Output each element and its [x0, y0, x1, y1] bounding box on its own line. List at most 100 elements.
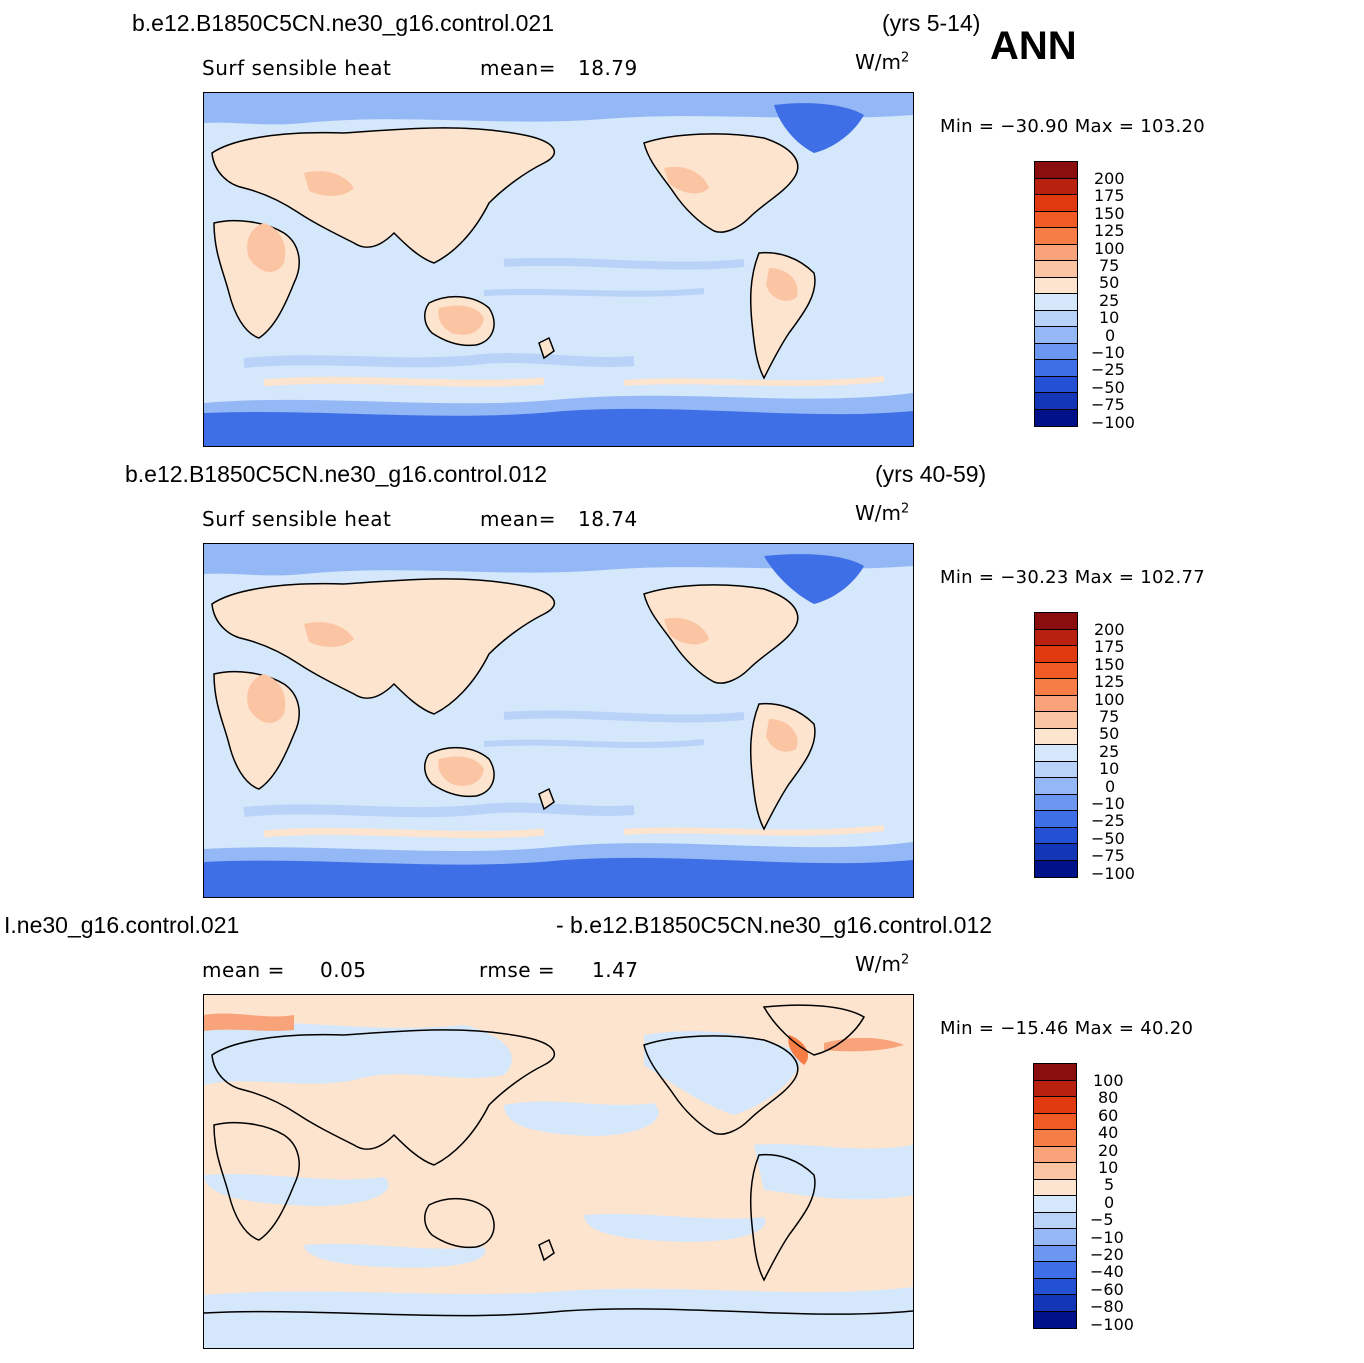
- difference-label: - b.e12.B1850C5CN.ne30_g16.control.012: [556, 912, 993, 938]
- colorbar-3: [1033, 1063, 1077, 1329]
- colorbar-swatch: [1034, 1229, 1076, 1246]
- colorbar-tick-label: −10: [1091, 794, 1125, 813]
- mean-value: 0.05: [320, 958, 367, 982]
- colorbar-swatch: [1035, 827, 1077, 844]
- colorbar-tick-label: −50: [1091, 377, 1125, 397]
- variable-label: Surf sensible heat: [202, 56, 392, 80]
- mean-label: mean=: [480, 507, 556, 531]
- colorbar-swatch: [1035, 178, 1077, 195]
- colorbar-swatch: [1035, 761, 1077, 778]
- colorbar-swatch: [1034, 1097, 1076, 1114]
- colorbar-swatch: [1034, 1245, 1076, 1262]
- colorbar-tick-label: 125: [1094, 672, 1125, 692]
- colorbar-swatch: [1035, 712, 1077, 729]
- mean-value: 18.79: [578, 56, 638, 80]
- units-label: W/m2: [855, 501, 910, 525]
- years-label: (yrs 40-59): [875, 461, 987, 487]
- mean-label: mean=: [480, 56, 556, 80]
- colorbar-tick-label: 175: [1094, 186, 1125, 206]
- colorbar-tick-label: 20: [1098, 1140, 1119, 1160]
- colorbar-tick-label: 200: [1094, 620, 1125, 639]
- colorbar-tick-label: 75: [1099, 707, 1120, 726]
- colorbar-swatch: [1034, 1278, 1076, 1295]
- colorbar-tick-label: −10: [1091, 343, 1125, 362]
- colorbar-tick-label: −100: [1091, 412, 1135, 432]
- colorbar-swatch: [1035, 327, 1077, 344]
- colorbar-swatch: [1035, 629, 1077, 646]
- years-label: (yrs 5-14): [882, 10, 981, 36]
- colorbar-tick-label: 60: [1098, 1105, 1119, 1125]
- colorbar-swatch: [1034, 1295, 1076, 1312]
- colorbar-swatch: [1035, 228, 1077, 245]
- colorbar-swatch: [1035, 794, 1077, 811]
- colorbar-swatch: [1035, 679, 1077, 696]
- colorbar-tick-label: −100: [1091, 863, 1135, 883]
- colorbar-tick-label: 75: [1099, 256, 1120, 275]
- colorbar-tick-label: −10: [1090, 1227, 1124, 1247]
- colorbar-swatch: [1035, 860, 1077, 877]
- colorbar-swatch: [1034, 1113, 1076, 1130]
- colorbar-swatch: [1035, 778, 1077, 795]
- rmse-label: rmse =: [479, 958, 556, 982]
- colorbar-tick-label: −75: [1091, 846, 1125, 866]
- colorbar-swatch: [1034, 1146, 1076, 1163]
- colorbar-swatch: [1034, 1262, 1076, 1279]
- colorbar-swatch: [1035, 343, 1077, 360]
- colorbar-swatch: [1035, 360, 1077, 377]
- min-max-label: Min = −30.90 Max = 103.20: [940, 116, 1206, 137]
- colorbar-tick-label: 50: [1099, 724, 1120, 744]
- colorbar-tick-label: 10: [1098, 1158, 1119, 1177]
- colorbar-2: [1034, 612, 1078, 878]
- colorbar-tick-label: −100: [1090, 1314, 1134, 1334]
- colorbar-tick-label: 50: [1099, 273, 1120, 293]
- mean-label: mean =: [202, 958, 285, 982]
- colorbar-tick-label: 125: [1094, 221, 1125, 241]
- case-title: I.ne30_g16.control.021: [4, 912, 240, 938]
- units-label: W/m2: [855, 952, 910, 976]
- colorbar-swatch: [1035, 646, 1077, 663]
- colorbar-tick-label: 25: [1099, 290, 1120, 310]
- mean-value: 18.74: [578, 507, 638, 531]
- colorbar-tick-label: −25: [1091, 811, 1125, 831]
- colorbar-swatch: [1035, 376, 1077, 393]
- colorbar-tick-label: −20: [1090, 1245, 1124, 1264]
- colorbar-tick-label: 150: [1094, 654, 1125, 674]
- colorbar-swatch: [1035, 310, 1077, 327]
- units-label: W/m2: [855, 50, 910, 74]
- min-max-label: Min = −15.46 Max = 40.20: [940, 1018, 1194, 1039]
- colorbar-1: [1034, 161, 1078, 427]
- colorbar-swatch: [1034, 1163, 1076, 1180]
- map-panel-2: [203, 543, 914, 898]
- colorbar-swatch: [1035, 613, 1077, 630]
- colorbar-swatch: [1035, 811, 1077, 828]
- colorbar-swatch: [1035, 195, 1077, 212]
- variable-label: Surf sensible heat: [202, 507, 392, 531]
- colorbar-tick-label: 40: [1098, 1123, 1119, 1143]
- colorbar-swatch: [1035, 211, 1077, 228]
- colorbar-tick-label: 200: [1094, 169, 1125, 188]
- colorbar-swatch: [1034, 1179, 1076, 1196]
- colorbar-tick-label: 100: [1094, 238, 1125, 258]
- colorbar-swatch: [1035, 844, 1077, 861]
- colorbar-tick-label: 5: [1104, 1175, 1115, 1195]
- colorbar-swatch: [1035, 244, 1077, 261]
- colorbar-tick-label: −40: [1090, 1262, 1124, 1282]
- colorbar-swatch: [1034, 1130, 1076, 1147]
- colorbar-swatch: [1035, 728, 1077, 745]
- season-label: ANN: [990, 24, 1077, 68]
- colorbar-tick-label: −80: [1090, 1297, 1124, 1317]
- colorbar-tick-label: 10: [1099, 308, 1120, 328]
- colorbar-tick-label: 100: [1094, 689, 1125, 709]
- colorbar-swatch: [1034, 1064, 1076, 1081]
- colorbar-tick-label: 150: [1094, 203, 1125, 223]
- rmse-value: 1.47: [592, 958, 639, 982]
- colorbar-swatch: [1035, 277, 1077, 294]
- colorbar-swatch: [1035, 162, 1077, 179]
- colorbar-swatch: [1034, 1311, 1076, 1328]
- colorbar-tick-label: 0: [1105, 776, 1116, 796]
- colorbar-swatch: [1034, 1196, 1076, 1213]
- colorbar-tick-label: −75: [1091, 395, 1125, 415]
- map-panel-1: [203, 92, 914, 447]
- colorbar-swatch: [1034, 1080, 1076, 1097]
- min-max-label: Min = −30.23 Max = 102.77: [940, 567, 1206, 588]
